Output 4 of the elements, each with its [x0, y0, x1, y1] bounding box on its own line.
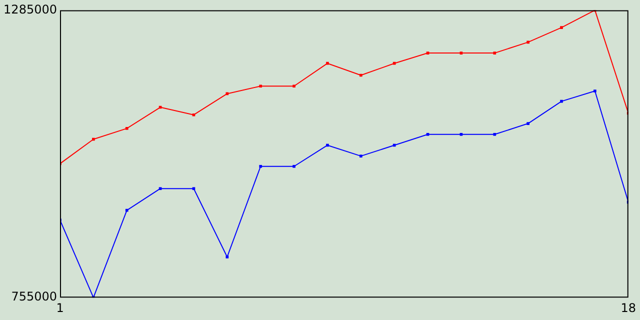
x-tick-label: 1 [56, 300, 64, 315]
x-tick-label: 18 [620, 300, 636, 315]
y-tick-label: 1285000 [4, 2, 57, 16]
y-tick-label: 755000 [11, 290, 57, 304]
